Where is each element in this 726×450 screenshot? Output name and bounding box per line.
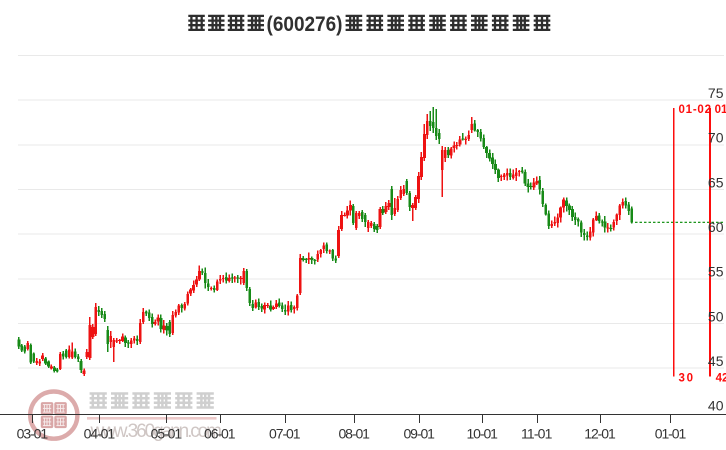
svg-text:11-01: 11-01 bbox=[521, 426, 553, 442]
svg-text:45: 45 bbox=[708, 353, 724, 369]
svg-text:75: 75 bbox=[708, 85, 724, 101]
svg-text:09-01: 09-01 bbox=[403, 426, 435, 442]
svg-text:01-29: 01-29 bbox=[715, 104, 726, 116]
svg-text:(600276): (600276) bbox=[267, 13, 343, 36]
svg-text:08-01: 08-01 bbox=[338, 426, 370, 442]
svg-text:12-01: 12-01 bbox=[584, 426, 616, 442]
svg-text:07-01: 07-01 bbox=[269, 426, 301, 442]
svg-text:04-01: 04-01 bbox=[84, 426, 116, 442]
svg-text:60: 60 bbox=[708, 219, 724, 235]
svg-text:10-01: 10-01 bbox=[466, 426, 498, 442]
svg-text:01-01: 01-01 bbox=[655, 426, 687, 442]
svg-text:50: 50 bbox=[708, 308, 724, 324]
svg-text:05-01: 05-01 bbox=[151, 426, 183, 442]
svg-text:65: 65 bbox=[708, 174, 724, 190]
svg-text:www.360gann.com: www.360gann.com bbox=[90, 421, 223, 442]
svg-text:06-01: 06-01 bbox=[204, 426, 236, 442]
svg-text:03-01: 03-01 bbox=[17, 426, 49, 442]
svg-text:42: 42 bbox=[716, 373, 726, 385]
svg-text:70: 70 bbox=[708, 130, 724, 146]
svg-text:30: 30 bbox=[679, 373, 694, 385]
svg-text:40: 40 bbox=[708, 398, 724, 414]
svg-text:01-02: 01-02 bbox=[679, 104, 712, 116]
svg-text:55: 55 bbox=[708, 264, 724, 280]
